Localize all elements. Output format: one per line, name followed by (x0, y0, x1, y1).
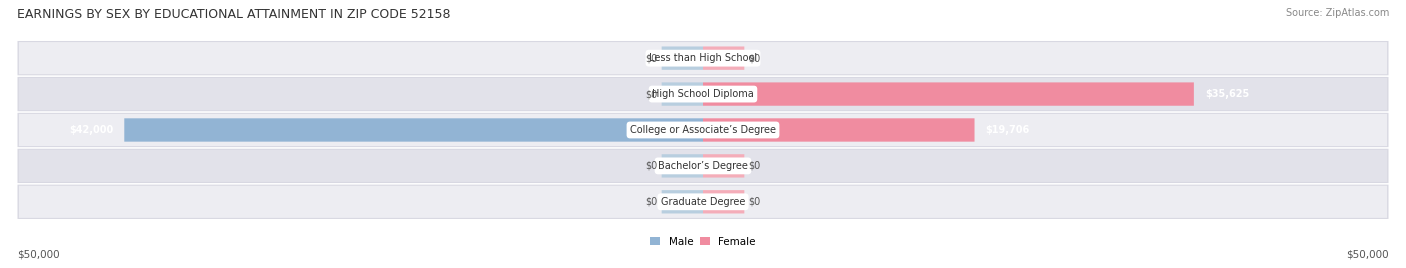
FancyBboxPatch shape (662, 154, 703, 178)
Text: $0: $0 (748, 53, 761, 63)
Text: Less than High School: Less than High School (650, 53, 756, 63)
FancyBboxPatch shape (18, 78, 1388, 110)
FancyBboxPatch shape (662, 82, 703, 106)
FancyBboxPatch shape (18, 150, 1388, 182)
FancyBboxPatch shape (17, 113, 1389, 147)
FancyBboxPatch shape (18, 114, 1388, 146)
FancyBboxPatch shape (18, 186, 1388, 218)
Text: College or Associate’s Degree: College or Associate’s Degree (630, 125, 776, 135)
Text: $0: $0 (645, 197, 658, 207)
Text: High School Diploma: High School Diploma (652, 89, 754, 99)
FancyBboxPatch shape (17, 149, 1389, 183)
FancyBboxPatch shape (703, 46, 744, 70)
FancyBboxPatch shape (18, 42, 1388, 74)
Text: $50,000: $50,000 (1347, 250, 1389, 260)
Text: $0: $0 (748, 197, 761, 207)
FancyBboxPatch shape (662, 46, 703, 70)
Text: $0: $0 (645, 161, 658, 171)
FancyBboxPatch shape (703, 118, 974, 142)
FancyBboxPatch shape (703, 154, 744, 178)
Text: $50,000: $50,000 (17, 250, 59, 260)
Text: Graduate Degree: Graduate Degree (661, 197, 745, 207)
FancyBboxPatch shape (124, 118, 703, 142)
Text: $0: $0 (645, 89, 658, 99)
Text: EARNINGS BY SEX BY EDUCATIONAL ATTAINMENT IN ZIP CODE 52158: EARNINGS BY SEX BY EDUCATIONAL ATTAINMEN… (17, 8, 450, 21)
Text: $19,706: $19,706 (986, 125, 1029, 135)
Legend: Male, Female: Male, Female (650, 237, 756, 247)
Text: $0: $0 (748, 161, 761, 171)
FancyBboxPatch shape (662, 190, 703, 214)
FancyBboxPatch shape (17, 41, 1389, 75)
Text: $0: $0 (645, 53, 658, 63)
FancyBboxPatch shape (17, 77, 1389, 111)
FancyBboxPatch shape (17, 185, 1389, 219)
Text: $42,000: $42,000 (69, 125, 114, 135)
Text: Bachelor’s Degree: Bachelor’s Degree (658, 161, 748, 171)
Text: $35,625: $35,625 (1205, 89, 1249, 99)
Text: Source: ZipAtlas.com: Source: ZipAtlas.com (1285, 8, 1389, 18)
FancyBboxPatch shape (703, 190, 744, 214)
FancyBboxPatch shape (703, 82, 1194, 106)
